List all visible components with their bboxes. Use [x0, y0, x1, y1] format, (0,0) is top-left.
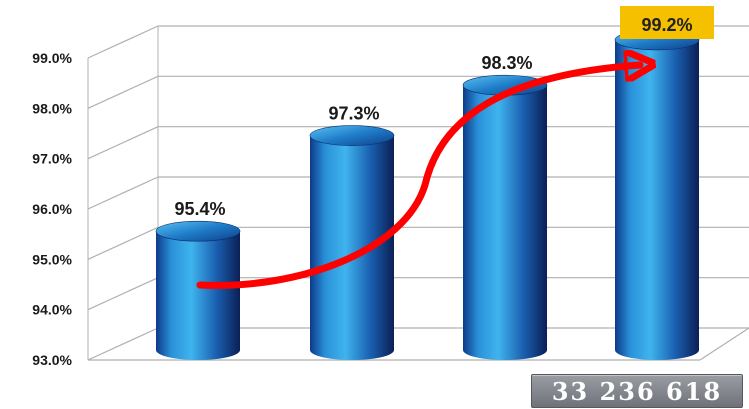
trend-arrow: [196, 65, 640, 289]
y-tick-label: 94.0%: [32, 302, 72, 318]
bar: [614, 29, 700, 360]
data-label: 95.4%: [174, 199, 225, 219]
trend-arrow-line: [196, 65, 640, 289]
highlight-label-bg: [620, 6, 714, 39]
data-labels: 95.4% 97.3% 98.3% 99.2%: [174, 6, 714, 219]
y-tick-label: 97.0%: [32, 151, 72, 167]
y-axis-ticks: 93.0% 94.0% 95.0% 96.0% 97.0% 98.0% 99.0%: [32, 50, 72, 368]
data-label: 98.3%: [481, 53, 532, 73]
bar: [462, 74, 548, 360]
y-tick-label: 93.0%: [32, 352, 72, 368]
data-label: 99.2%: [641, 15, 692, 35]
y-tick-label: 96.0%: [32, 201, 72, 217]
y-tick-label: 95.0%: [32, 251, 72, 267]
bar: [309, 125, 395, 360]
data-label: 97.3%: [328, 104, 379, 124]
y-tick-label: 98.0%: [32, 100, 72, 116]
y-tick-label: 99.0%: [32, 50, 72, 66]
total-count-badge: 33 236 618: [531, 374, 743, 408]
bar: [155, 220, 241, 360]
bars: [155, 29, 700, 360]
